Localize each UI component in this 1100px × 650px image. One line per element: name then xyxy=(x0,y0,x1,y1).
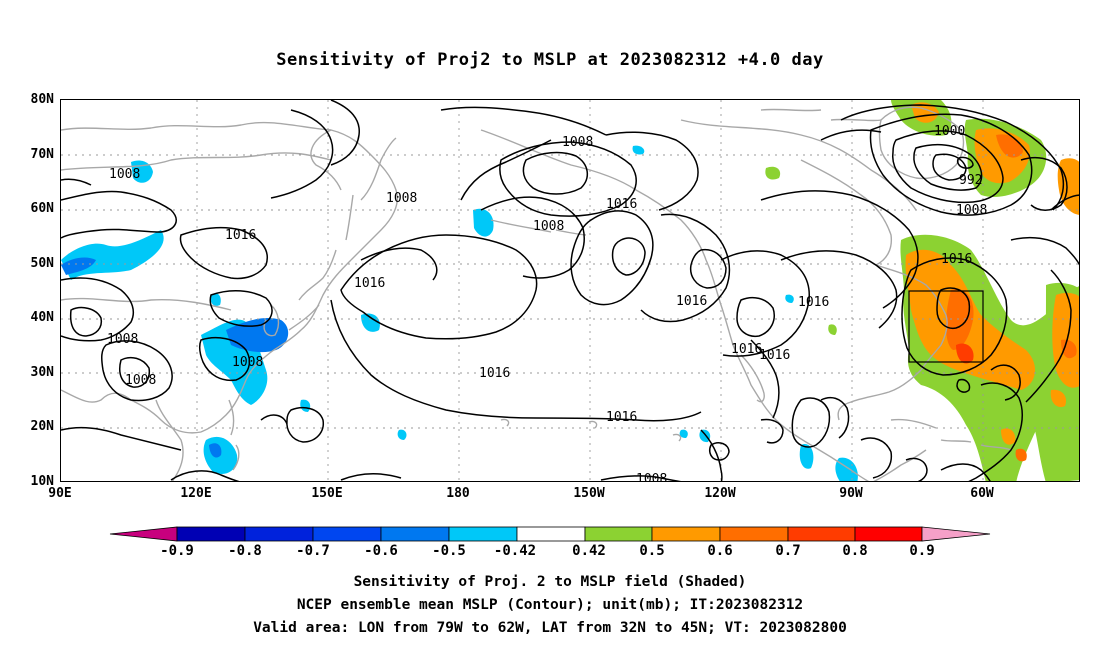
lat-label-30n: 30N xyxy=(30,365,54,380)
contour-label: 1016 xyxy=(731,342,762,357)
contour-label: 992 xyxy=(959,173,982,188)
sensitivity-shading xyxy=(61,100,1079,481)
contour-label: 1008 xyxy=(125,373,156,388)
colorbar-cell xyxy=(584,526,653,542)
caption-valid-area: Valid area: LON from 79W to 62W, LAT fro… xyxy=(253,620,847,636)
lon-label-180: 180 xyxy=(446,486,470,501)
lon-label-150w: 150W xyxy=(573,486,605,501)
contour-label: 1008 xyxy=(109,167,140,182)
colorbar-label: 0.8 xyxy=(842,543,868,559)
colorbar-label: -0.7 xyxy=(296,543,330,559)
valid-area-box xyxy=(908,290,984,363)
contour-label: 1008 xyxy=(232,355,263,370)
lon-label-120w: 120W xyxy=(704,486,736,501)
contour-labels: 1008 1008 1016 1008 1008 1008 1008 1016 … xyxy=(107,124,987,482)
contour-label: 1008 xyxy=(533,219,564,234)
colorbar-label: -0.6 xyxy=(364,543,398,559)
colorbar-cell xyxy=(380,526,450,542)
caption-contour: NCEP ensemble mean MSLP (Contour); unit(… xyxy=(296,597,804,613)
contour-label: 1008 xyxy=(386,191,417,206)
chart-title: Sensitivity of Proj2 to MSLP at 20230823… xyxy=(276,50,824,70)
colorbar-cell xyxy=(921,526,991,542)
lon-label-150e: 150E xyxy=(311,486,343,501)
colorbar-cell xyxy=(448,526,518,542)
colorbar-label: -0.42 xyxy=(493,543,537,559)
lon-label-90w: 90W xyxy=(839,486,863,501)
negative-sensitivity-patches xyxy=(61,145,858,481)
colorbar-cell xyxy=(176,526,246,542)
contour-label: 1008 xyxy=(107,332,138,347)
grid-lines xyxy=(61,100,1079,481)
colorbar-label: 0.9 xyxy=(909,543,935,559)
lat-label-40n: 40N xyxy=(30,310,54,325)
colorbar-label: 0.5 xyxy=(639,543,665,559)
contour-label: 1008 xyxy=(956,203,987,218)
contour-label: 1016 xyxy=(479,366,510,381)
colorbar-label: 0.42 xyxy=(572,543,606,559)
contour-label: 1016 xyxy=(759,348,790,363)
contour-label: 1000 xyxy=(934,124,965,139)
contour-label: 1016 xyxy=(354,276,385,291)
lon-label-60w: 60W xyxy=(970,486,994,501)
contour-label: 1016 xyxy=(941,252,972,267)
caption-shading: Sensitivity of Proj. 2 to MSLP field (Sh… xyxy=(353,574,747,590)
lat-label-10n: 10N xyxy=(30,474,54,489)
colorbar-label: -0.5 xyxy=(432,543,466,559)
colorbar-cell xyxy=(651,526,721,542)
lat-label-20n: 20N xyxy=(30,419,54,434)
mslp-contours xyxy=(61,100,1079,481)
lat-label-60n: 60N xyxy=(30,201,54,216)
contour-label: 1008 xyxy=(636,472,667,482)
lat-label-50n: 50N xyxy=(30,256,54,271)
colorbar-label: 0.6 xyxy=(707,543,733,559)
colorbar xyxy=(109,526,991,542)
colorbar-cell xyxy=(312,526,382,542)
contour-label: 1016 xyxy=(225,228,256,243)
coastlines xyxy=(61,106,1012,481)
colorbar-cell xyxy=(516,526,586,542)
lat-label-70n: 70N xyxy=(30,147,54,162)
lon-label-90e: 90E xyxy=(48,486,72,501)
contour-label: 1008 xyxy=(562,135,593,150)
contour-label: 1016 xyxy=(798,295,829,310)
colorbar-cell xyxy=(109,526,178,542)
contour-label: 1016 xyxy=(606,197,637,212)
colorbar-label: -0.8 xyxy=(228,543,262,559)
map-canvas: 1008 1008 1016 1008 1008 1008 1008 1016 … xyxy=(61,100,1079,482)
contour-label: 1016 xyxy=(676,294,707,309)
positive-sensitivity-patches xyxy=(765,100,1079,481)
colorbar-cell xyxy=(719,526,789,542)
map-panel: 1008 1008 1016 1008 1008 1008 1008 1016 … xyxy=(60,99,1080,482)
colorbar-label: 0.7 xyxy=(775,543,801,559)
colorbar-label: -0.9 xyxy=(160,543,194,559)
lon-label-120e: 120E xyxy=(180,486,212,501)
colorbar-cell xyxy=(854,526,923,542)
colorbar-cell xyxy=(244,526,314,542)
contour-label: 1016 xyxy=(606,410,637,425)
colorbar-cell xyxy=(787,526,856,542)
lat-label-80n: 80N xyxy=(30,92,54,107)
